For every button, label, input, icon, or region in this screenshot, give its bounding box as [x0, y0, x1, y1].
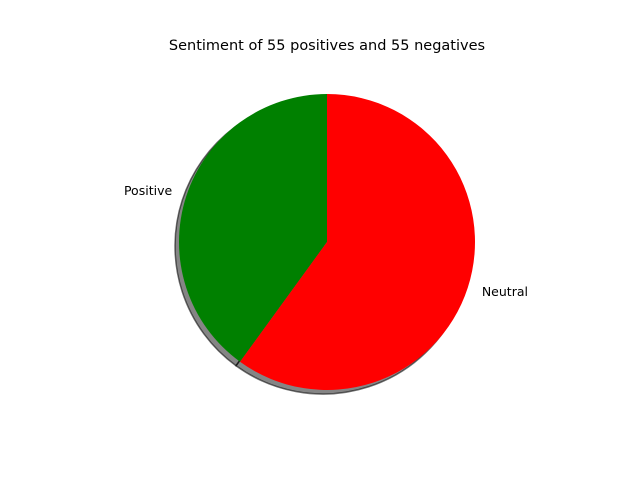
pie-slice-neutral	[240, 94, 475, 391]
slice-label-neutral: Neutral	[482, 284, 528, 299]
pie-slice-positive	[178, 94, 327, 362]
pie-labels-group: Positive Neutral	[124, 183, 528, 299]
pie-slices-group	[178, 94, 475, 391]
slice-label-positive: Positive	[124, 183, 172, 198]
chart-title: Sentiment of 55 positives and 55 negativ…	[169, 38, 485, 54]
